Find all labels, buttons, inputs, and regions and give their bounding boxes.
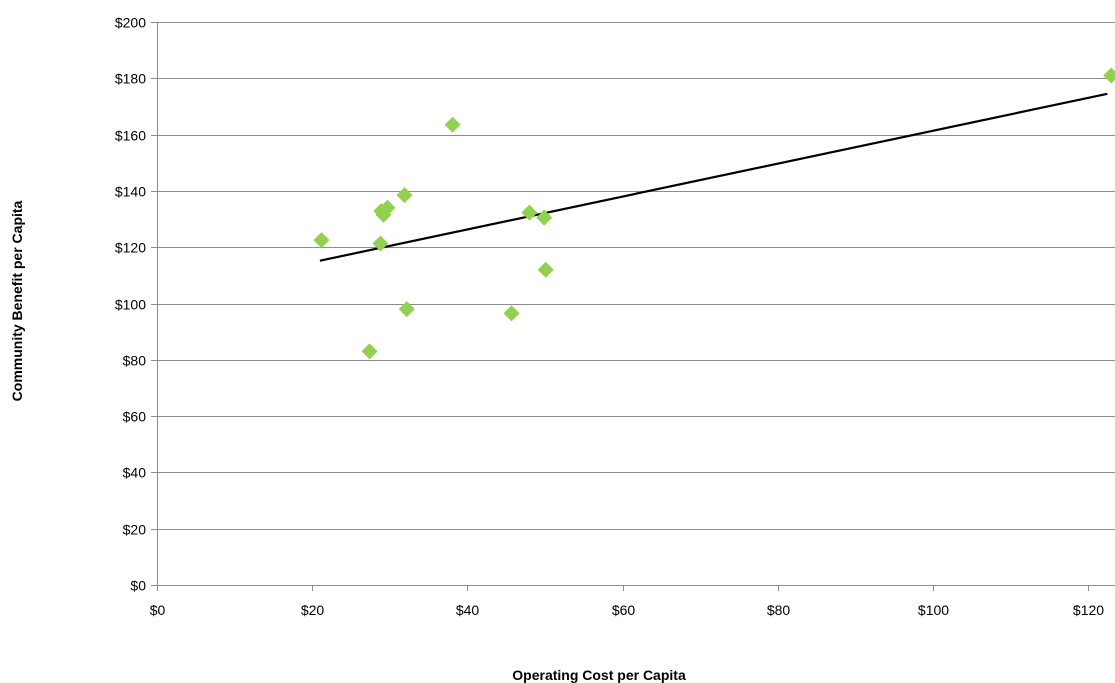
y-tick-label: $140 <box>115 184 146 200</box>
data-point-diamond <box>361 343 378 360</box>
x-tick-label: $40 <box>456 602 480 618</box>
data-point-diamond <box>521 204 538 221</box>
y-tick-label: $0 <box>130 578 146 594</box>
data-point-diamond <box>372 235 389 252</box>
y-tick-label: $160 <box>115 128 146 144</box>
data-point-diamond <box>503 305 520 322</box>
x-tick-label: $0 <box>150 602 166 618</box>
y-tick-label: $20 <box>123 522 147 538</box>
data-points <box>313 67 1115 360</box>
trendline <box>319 92 1108 262</box>
data-point-diamond <box>444 116 461 133</box>
y-tick-label: $200 <box>115 15 146 31</box>
x-tick-label: $80 <box>767 602 791 618</box>
x-tick-label: $60 <box>612 602 636 618</box>
y-tick-label: $40 <box>123 465 147 481</box>
data-point-diamond <box>313 232 330 249</box>
y-tick-labels: $0 $20 $40 $60 $80 $100 $120 $140 $160 $180 $200 <box>115 15 146 594</box>
x-tick-labels: $0 $20 $40 $60 $80 $100 $120 <box>150 602 1105 618</box>
data-point-diamond <box>1103 67 1115 84</box>
trendline-group <box>319 92 1108 262</box>
y-axis-title: Community Benefit per Capita <box>9 200 25 401</box>
y-tick-label: $100 <box>115 297 146 313</box>
gridlines <box>157 22 1115 530</box>
y-tick-label: $120 <box>115 240 146 256</box>
x-tick-label: $100 <box>918 602 949 618</box>
data-point-diamond <box>379 199 396 216</box>
data-point-diamond <box>398 301 415 318</box>
y-tick-label: $80 <box>123 353 147 369</box>
x-tick-label: $120 <box>1073 602 1104 618</box>
x-axis-title: Operating Cost per Capita <box>512 667 686 683</box>
data-point-diamond <box>396 187 413 204</box>
data-point-diamond <box>536 209 553 226</box>
data-point-diamond <box>537 261 554 278</box>
y-tick-label: $60 <box>123 409 147 425</box>
y-tick-label: $180 <box>115 71 146 87</box>
axes <box>151 22 1115 591</box>
x-tick-label: $20 <box>301 602 325 618</box>
